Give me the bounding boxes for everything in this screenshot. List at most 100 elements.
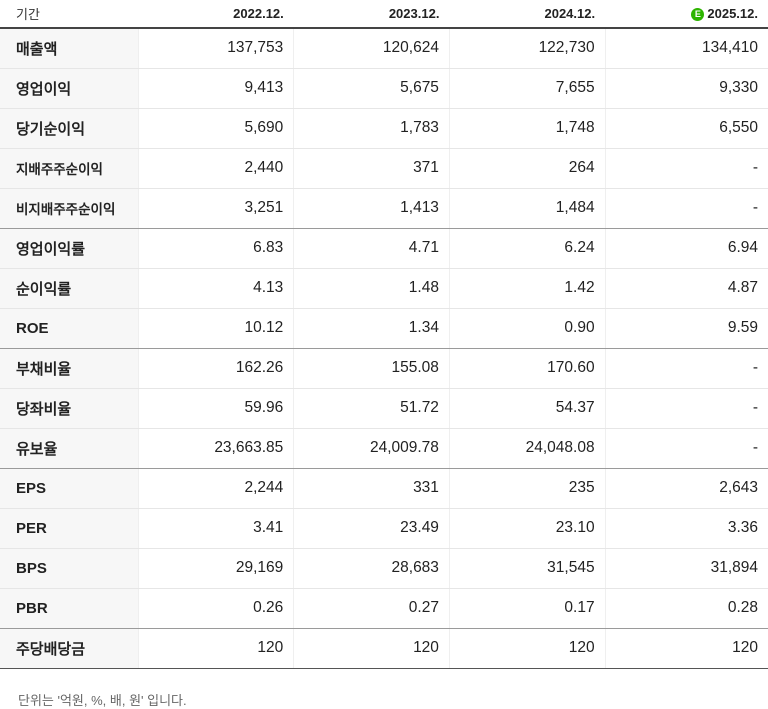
row-label: 주당배당금 [0, 628, 139, 669]
table-cell: 4.71 [293, 228, 450, 269]
table-cell: 31,894 [604, 548, 768, 589]
table-cell: 0.28 [604, 588, 768, 629]
table-cell: 1,783 [293, 108, 450, 149]
table-cell: 4.13 [137, 268, 294, 309]
table-cell: 51.72 [293, 388, 450, 429]
header-row: 기간 2022.12. 2023.12. 2024.12. E 2025.12. [0, 0, 768, 29]
row-label: 매출액 [0, 28, 139, 69]
table-cell: 120,624 [293, 28, 450, 69]
table-cell: 134,410 [604, 28, 768, 69]
table-cell: 122,730 [448, 28, 606, 69]
table-cell: 120 [137, 628, 294, 669]
table-cell: 5,675 [293, 68, 450, 109]
table-cell: 4.87 [604, 268, 768, 309]
table-row: ROE 10.12 1.34 0.90 9.59 [0, 308, 768, 349]
table-cell: 31,545 [448, 548, 606, 589]
table-row: 영업이익 9,413 5,675 7,655 9,330 [0, 68, 768, 109]
table-row: 매출액 137,753 120,624 122,730 134,410 [0, 28, 768, 69]
table-cell: - [604, 148, 768, 189]
table-cell: 6.83 [137, 228, 294, 269]
row-label: PER [0, 508, 139, 549]
table-cell: 0.26 [137, 588, 294, 629]
table-row: 유보율 23,663.85 24,009.78 24,048.08 - [0, 428, 768, 469]
table-row: 비지배주주순이익 3,251 1,413 1,484 - [0, 188, 768, 229]
row-label: EPS [0, 468, 139, 509]
row-label: PBR [0, 588, 139, 629]
table-cell: 1,748 [448, 108, 606, 149]
table-cell: 1.34 [293, 308, 450, 349]
table-cell: 331 [293, 468, 450, 509]
table-row: 지배주주순이익 2,440 371 264 - [0, 148, 768, 189]
table-cell: 155.08 [293, 348, 450, 389]
table-row: 당좌비율 59.96 51.72 54.37 - [0, 388, 768, 429]
table-row: 부채비율 162.26 155.08 170.60 - [0, 348, 768, 389]
row-label: 부채비율 [0, 348, 139, 389]
table-cell: 3,251 [137, 188, 294, 229]
table-cell: 2,244 [137, 468, 294, 509]
table-cell: 6.24 [448, 228, 606, 269]
table-cell: 0.17 [448, 588, 606, 629]
table-cell: - [604, 188, 768, 229]
table-cell: 29,169 [137, 548, 294, 589]
table-row: 주당배당금 120 120 120 120 [0, 628, 768, 669]
table-cell: 23.49 [293, 508, 450, 549]
column-header-2025-label: 2025.12. [707, 6, 758, 21]
table-cell: 9,330 [604, 68, 768, 109]
table-cell: 28,683 [293, 548, 450, 589]
row-label: 영업이익 [0, 68, 139, 109]
table-cell: 7,655 [448, 68, 606, 109]
period-header: 기간 [0, 0, 139, 29]
column-header-2023: 2023.12. [293, 0, 450, 29]
table-cell: 120 [604, 628, 768, 669]
table-cell: 120 [293, 628, 450, 669]
table-cell: 0.27 [293, 588, 450, 629]
estimate-badge-icon: E [691, 8, 705, 21]
table-cell: 3.36 [604, 508, 768, 549]
column-header-2025-estimate: E 2025.12. [605, 0, 768, 29]
table-row: 당기순이익 5,690 1,783 1,748 6,550 [0, 108, 768, 149]
row-label: ROE [0, 308, 139, 349]
table-cell: 24,048.08 [448, 428, 606, 469]
row-label: 당기순이익 [0, 108, 139, 149]
table-row: 영업이익률 6.83 4.71 6.24 6.94 [0, 228, 768, 269]
table-cell: - [604, 428, 768, 469]
row-label: 영업이익률 [0, 228, 139, 269]
table-cell: 3.41 [137, 508, 294, 549]
row-label: BPS [0, 548, 139, 589]
row-label: 비지배주주순이익 [0, 188, 139, 229]
table-cell: 23,663.85 [137, 428, 294, 469]
column-header-2024: 2024.12. [449, 0, 606, 29]
table-row: BPS 29,169 28,683 31,545 31,894 [0, 548, 768, 589]
table-cell: - [604, 348, 768, 389]
table-cell: 170.60 [448, 348, 606, 389]
table-cell: 120 [448, 628, 606, 669]
table-cell: 1,484 [448, 188, 606, 229]
table-cell: 2,440 [137, 148, 294, 189]
table-cell: 6,550 [604, 108, 768, 149]
row-label: 지배주주순이익 [0, 148, 139, 189]
row-label: 유보율 [0, 428, 139, 469]
column-header-2022: 2022.12. [138, 0, 294, 29]
table-cell: 24,009.78 [293, 428, 450, 469]
table-cell: 54.37 [448, 388, 606, 429]
row-label: 당좌비율 [0, 388, 139, 429]
table-cell: 162.26 [137, 348, 294, 389]
table-cell: 1.42 [448, 268, 606, 309]
table-cell: 9,413 [137, 68, 294, 109]
table-cell: 59.96 [137, 388, 294, 429]
table-cell: - [604, 388, 768, 429]
table-cell: 1,413 [293, 188, 450, 229]
table-cell: 264 [448, 148, 606, 189]
table-row: EPS 2,244 331 235 2,643 [0, 468, 768, 509]
table-cell: 23.10 [448, 508, 606, 549]
table-cell: 1.48 [293, 268, 450, 309]
table-cell: 6.94 [604, 228, 768, 269]
table-cell: 235 [448, 468, 606, 509]
table-cell: 2,643 [604, 468, 768, 509]
table-row: 순이익률 4.13 1.48 1.42 4.87 [0, 268, 768, 309]
units-footnote: 단위는 '억원, %, 배, 원' 입니다. [18, 693, 187, 708]
table-cell: 10.12 [137, 308, 294, 349]
table-cell: 9.59 [604, 308, 768, 349]
table-cell: 5,690 [137, 108, 294, 149]
row-label: 순이익률 [0, 268, 139, 309]
